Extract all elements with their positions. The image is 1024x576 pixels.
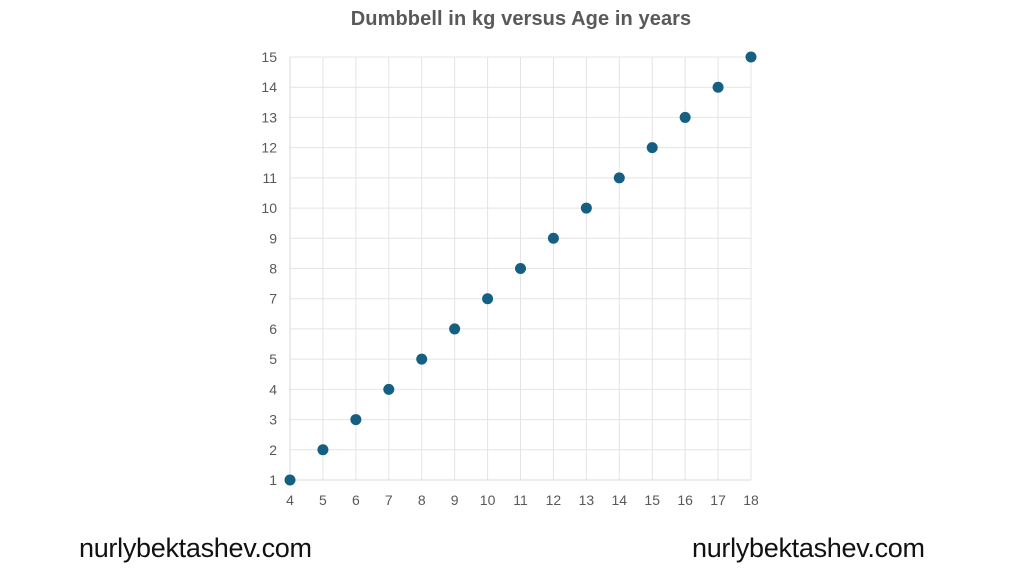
chart-title: Dumbbell in kg versus Age in years <box>350 8 692 30</box>
x-tick-label: 18 <box>743 492 759 508</box>
scatter-point <box>580 202 592 214</box>
scatter-point <box>449 323 461 335</box>
scatter-point <box>515 263 526 274</box>
x-tick-label: 8 <box>418 492 426 508</box>
y-tick-label: 1 <box>269 472 277 488</box>
x-tick-label: 12 <box>546 492 562 508</box>
x-tick-label: 17 <box>710 492 726 508</box>
x-tick-label: 10 <box>480 492 496 508</box>
y-tick-label: 8 <box>269 261 277 277</box>
scatter-point <box>317 444 329 456</box>
x-tick-label: 13 <box>579 492 595 508</box>
y-tick-label: 5 <box>269 351 277 367</box>
scatter-point <box>383 383 395 395</box>
x-tick-label: 7 <box>385 492 393 508</box>
scatter-point <box>712 81 724 93</box>
scatter-point <box>745 51 757 63</box>
y-tick-label: 10 <box>261 200 277 216</box>
x-tick-label: 9 <box>451 492 459 508</box>
y-tick-label: 4 <box>269 381 277 397</box>
y-tick-label: 15 <box>261 49 277 65</box>
scatter-point <box>613 172 625 184</box>
y-tick-label: 11 <box>262 170 277 186</box>
scatter-point <box>482 293 494 305</box>
x-tick-label: 6 <box>352 492 360 508</box>
y-tick-label: 6 <box>269 321 277 337</box>
x-tick-label: 14 <box>611 492 627 508</box>
y-tick-label: 14 <box>261 79 277 95</box>
scatter-point <box>547 232 559 244</box>
x-tick-label: 16 <box>677 492 693 508</box>
y-tick-label: 9 <box>269 230 277 246</box>
scatter-point <box>350 414 362 426</box>
x-tick-label: 4 <box>286 492 294 508</box>
y-tick-label: 2 <box>269 442 277 458</box>
y-tick-label: 13 <box>261 109 277 125</box>
scatter-point <box>646 142 658 154</box>
y-tick-label: 3 <box>269 412 277 428</box>
watermark-right: nurlybektashev.com <box>692 533 925 563</box>
x-tick-label: 15 <box>644 492 660 508</box>
y-tick-label: 7 <box>269 291 277 307</box>
scatter-point <box>416 353 428 365</box>
scatter-point <box>679 111 691 123</box>
y-tick-label: 12 <box>261 140 277 156</box>
watermark-left: nurlybektashev.com <box>79 533 312 563</box>
x-tick-label: 11 <box>513 492 528 508</box>
x-tick-label: 5 <box>319 492 327 508</box>
scatter-point <box>284 474 296 486</box>
